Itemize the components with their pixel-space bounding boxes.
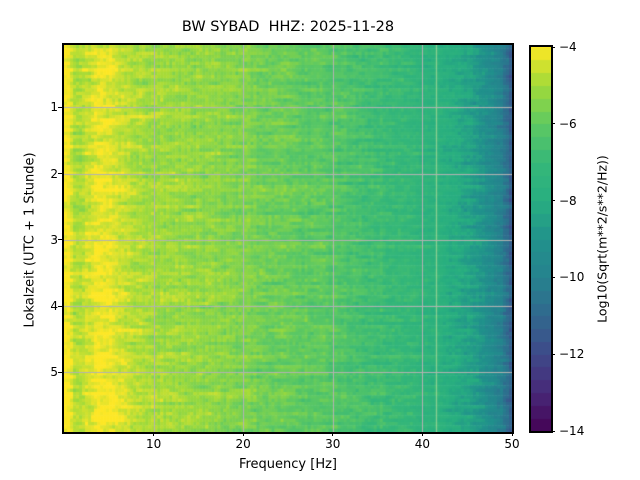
- y-tick-mark: [58, 239, 62, 241]
- y-tick-label: 3: [50, 232, 58, 247]
- colorbar-tick-label: −12: [559, 347, 585, 362]
- colorbar-tick-label: −8: [559, 193, 577, 208]
- colorbar-label: Log10(Sqrt(m**2/s**2/Hz)): [594, 155, 610, 323]
- colorbar: [529, 45, 553, 433]
- colorbar-tick-mark: [551, 353, 555, 355]
- x-tick-label: 40: [414, 437, 431, 451]
- colorbar-tick-mark: [551, 276, 555, 278]
- y-tick-mark: [58, 173, 62, 175]
- x-tick-label: 20: [235, 437, 251, 451]
- plot-title: BW SYBAD HHZ: 2025-11-28: [181, 19, 395, 35]
- colorbar-tick-label: −4: [559, 40, 577, 54]
- x-tick-label: 50: [504, 437, 520, 451]
- x-tick-mark: [242, 432, 244, 436]
- x-tick-mark: [153, 432, 155, 436]
- x-tick-label: 30: [325, 437, 341, 451]
- x-axis-label: Frequency [Hz]: [238, 457, 338, 472]
- colorbar-tick-mark: [551, 430, 555, 432]
- colorbar-tick-label: −6: [559, 116, 577, 131]
- y-tick-mark: [58, 106, 62, 108]
- y-tick-label: 5: [50, 365, 58, 380]
- y-tick-mark: [58, 371, 62, 373]
- colorbar-tick-mark: [551, 200, 555, 202]
- spectrogram-image: [64, 45, 512, 432]
- colorbar-tick-label: −10: [559, 270, 585, 285]
- plot-area: [62, 43, 514, 434]
- colorbar-tick-label: −14: [559, 424, 585, 438]
- y-tick-label: 4: [50, 299, 58, 314]
- colorbar-gradient: [531, 47, 551, 431]
- x-tick-label: 10: [145, 437, 162, 451]
- y-tick-mark: [58, 305, 62, 307]
- y-tick-label: 2: [50, 166, 58, 181]
- colorbar-tick-mark: [551, 46, 555, 48]
- x-tick-mark: [421, 432, 423, 436]
- x-tick-mark: [332, 432, 334, 436]
- x-tick-mark: [511, 432, 513, 436]
- colorbar-tick-mark: [551, 123, 555, 125]
- y-tick-label: 1: [50, 100, 58, 115]
